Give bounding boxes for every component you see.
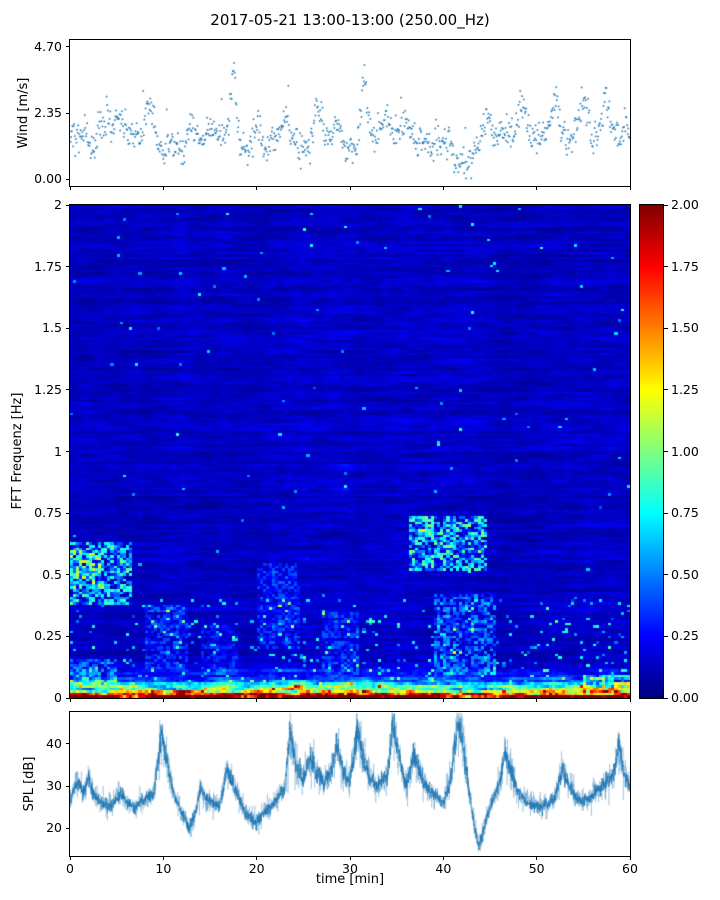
wind-x-tick: [162, 186, 164, 190]
wind-scatter-canvas: [70, 40, 630, 186]
spectrogram-x-tick: [536, 698, 538, 702]
spl-line-canvas: [70, 712, 630, 856]
spl-x-tick: [162, 856, 164, 860]
spectrogram-x-tick: [69, 698, 71, 702]
spectrogram-x-tick: [442, 698, 444, 702]
spectrogram-y-tick: [66, 204, 70, 206]
spl-y-tick-label: 20: [46, 820, 62, 836]
spl-y-tick: [66, 743, 70, 745]
spectrogram-y-tick-label: 0: [54, 690, 62, 705]
spl-x-tick-label: 10: [155, 861, 172, 876]
spl-x-tick: [256, 856, 258, 860]
wind-y-tick: [66, 46, 70, 47]
spectrogram-y-tick-label: 1: [54, 443, 62, 459]
spectrogram-y-tick: [66, 512, 70, 514]
figure-title: 2017-05-21 13:00-13:00 (250.00_Hz): [210, 11, 490, 29]
spectrogram-y-tick: [66, 635, 70, 637]
spectrogram-y-tick-label: 2: [54, 197, 62, 212]
spl-x-tick: [536, 856, 538, 860]
spectrogram-x-tick: [162, 698, 164, 702]
colorbar-tick: [664, 204, 668, 206]
colorbar: [639, 204, 664, 699]
colorbar-tick: [664, 635, 668, 637]
spl-y-tick-label: 30: [46, 778, 62, 794]
spectrogram-y-tick-label: 0.5: [42, 566, 62, 582]
spectrogram-y-tick: [66, 266, 70, 268]
colorbar-tick: [664, 266, 668, 268]
colorbar-tick-label: 1.75: [671, 258, 699, 274]
wind-y-tick: [66, 178, 70, 180]
spectrogram-plot-area: [69, 204, 631, 699]
spectrogram-y-tick: [66, 327, 70, 329]
spl-x-tick: [349, 856, 351, 860]
spl-x-tick-label: 30: [342, 861, 358, 876]
colorbar-tick: [664, 389, 668, 391]
colorbar-tick: [664, 512, 668, 514]
wind-y-tick-label: 2.35: [34, 105, 62, 120]
colorbar-tick: [664, 327, 668, 329]
colorbar-tick-label: 1.50: [671, 320, 699, 336]
colorbar-tick-label: 2.00: [671, 197, 699, 212]
wind-y-tick: [66, 112, 70, 114]
spectrogram-y-tick: [66, 389, 70, 391]
x-axis-label: time [min]: [315, 872, 385, 887]
spl-x-tick-label: 40: [435, 861, 452, 876]
wind-x-tick: [69, 186, 71, 190]
spl-plot-area: [69, 711, 631, 857]
colorbar-tick-label: 0.00: [671, 690, 699, 705]
spectrogram-x-tick: [256, 698, 258, 702]
spl-x-tick-label: 50: [528, 861, 545, 876]
colorbar-tick-label: 0.50: [671, 566, 699, 582]
spl-x-tick-label: 60: [622, 861, 638, 876]
spl-x-tick-label: 20: [248, 861, 265, 876]
colorbar-tick-label: 1.25: [671, 381, 699, 397]
spectrogram-y-tick-label: 0.25: [34, 628, 62, 644]
wind-y-tick-label: 0.00: [34, 171, 62, 187]
spl-x-tick: [69, 856, 71, 860]
spectrogram-x-tick: [629, 698, 631, 702]
spl-y-tick: [66, 827, 70, 829]
colorbar-canvas: [640, 205, 663, 698]
wind-x-tick: [349, 186, 351, 190]
spl-x-tick: [629, 856, 631, 860]
wind-x-tick: [536, 186, 538, 190]
wind-y-tick-label: 4.70: [34, 38, 62, 54]
colorbar-tick-label: 1.00: [671, 443, 699, 459]
spectrogram-y-tick-label: 1.5: [42, 320, 62, 336]
spectrogram-y-tick-label: 0.75: [34, 505, 62, 521]
wind-plot-area: [69, 39, 631, 187]
colorbar-tick-label: 0.75: [671, 505, 699, 521]
colorbar-tick: [664, 697, 668, 699]
spectrogram-y-tick: [66, 697, 70, 699]
spectrogram-y-tick: [66, 574, 70, 576]
spectrogram-y-tick-label: 1.25: [34, 381, 62, 397]
spectrogram-canvas: [70, 205, 630, 698]
spectrogram-x-tick: [349, 698, 351, 702]
spl-x-tick: [442, 856, 444, 860]
wind-x-tick: [256, 186, 258, 190]
wind-x-tick: [629, 186, 631, 190]
spl-x-tick-label: 0: [66, 861, 74, 876]
spl-y-tick: [66, 785, 70, 787]
colorbar-tick: [664, 451, 668, 452]
wind-x-tick: [442, 186, 444, 190]
colorbar-tick-label: 0.25: [671, 628, 699, 644]
spl-y-tick-label: 40: [46, 735, 62, 751]
spectrogram-y-tick-label: 1.75: [34, 258, 62, 274]
colorbar-tick: [664, 574, 668, 576]
spectrogram-y-tick: [66, 451, 70, 452]
